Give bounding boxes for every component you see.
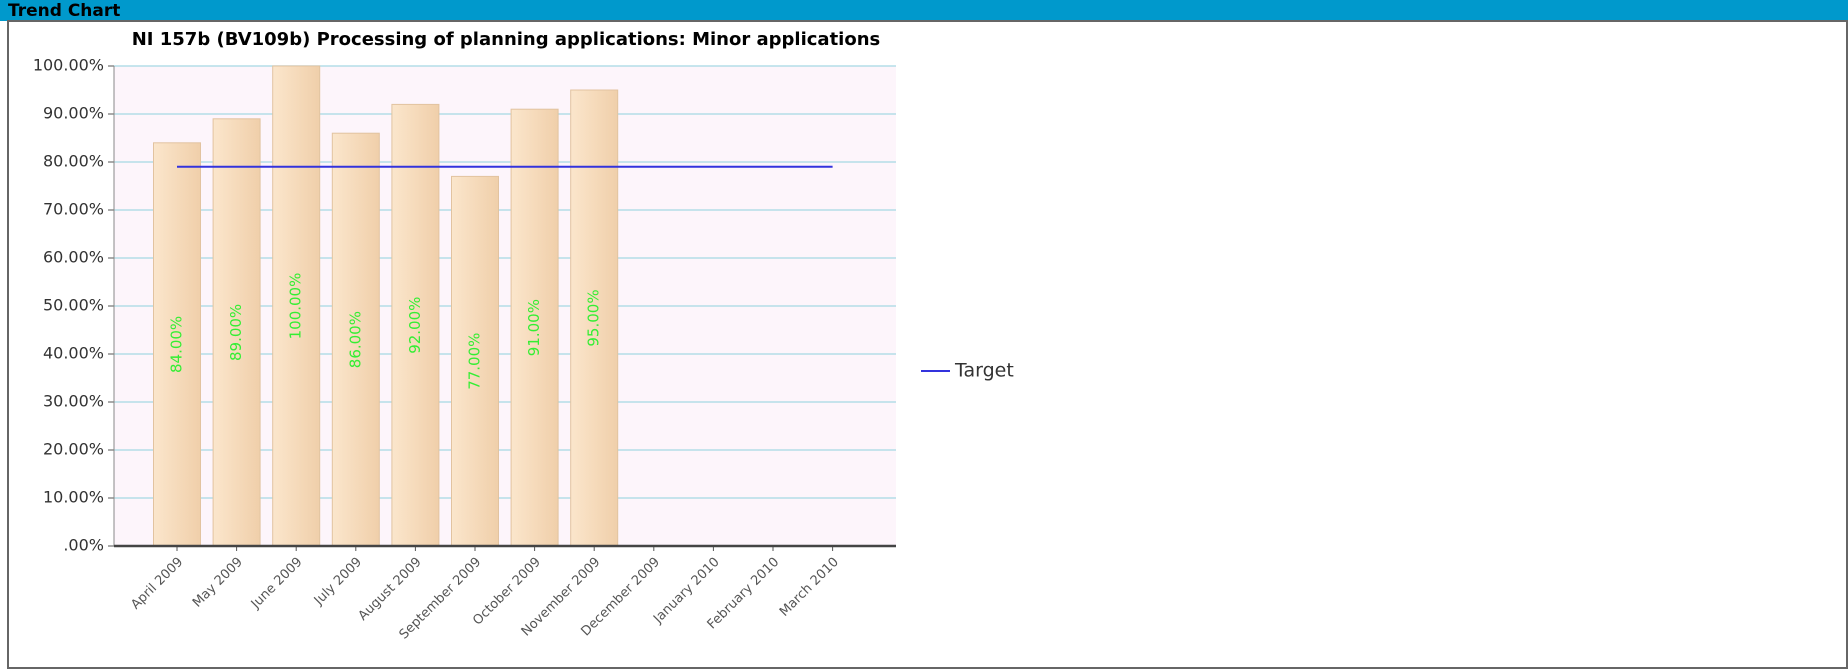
value-label: 84.00% <box>168 316 186 373</box>
value-label: 95.00% <box>585 289 603 346</box>
bar <box>153 142 201 547</box>
panel-frame <box>7 20 1848 669</box>
y-tick-label: 30.00% <box>43 392 104 411</box>
header-bar <box>0 0 1848 21</box>
bar <box>391 103 440 547</box>
y-tick-label: 90.00% <box>43 104 104 123</box>
y-tick-label: 100.00% <box>33 56 104 75</box>
y-tick-label: .00% <box>63 536 104 555</box>
bar <box>331 132 380 547</box>
value-label: 92.00% <box>406 297 424 354</box>
value-label: 86.00% <box>346 311 364 368</box>
value-label: 77.00% <box>466 333 484 390</box>
y-tick-label: 20.00% <box>43 440 104 459</box>
y-tick-label: 50.00% <box>43 296 104 315</box>
y-tick-label: 10.00% <box>43 488 104 507</box>
y-tick-label: 70.00% <box>43 200 104 219</box>
chart-title: NI 157b (BV109b) Processing of planning … <box>132 29 881 50</box>
y-tick-label: 80.00% <box>43 152 104 171</box>
bar <box>510 108 559 547</box>
x-tick-label: May 2009 <box>190 555 246 611</box>
y-tick-label: 40.00% <box>43 344 104 363</box>
bar <box>451 175 499 547</box>
value-label: 89.00% <box>227 304 245 361</box>
value-label: 91.00% <box>525 299 543 356</box>
x-tick-label: July 2009 <box>311 555 365 609</box>
y-tick-label: 60.00% <box>43 248 104 267</box>
bar <box>272 65 321 547</box>
header-title: Trend Chart <box>8 1 120 21</box>
x-tick-label: April 2009 <box>128 555 186 613</box>
legend-label: Target <box>954 360 1014 382</box>
x-tick-label: March 2010 <box>777 555 842 620</box>
value-label: 100.00% <box>287 273 305 340</box>
x-tick-label: June 2009 <box>248 555 306 613</box>
